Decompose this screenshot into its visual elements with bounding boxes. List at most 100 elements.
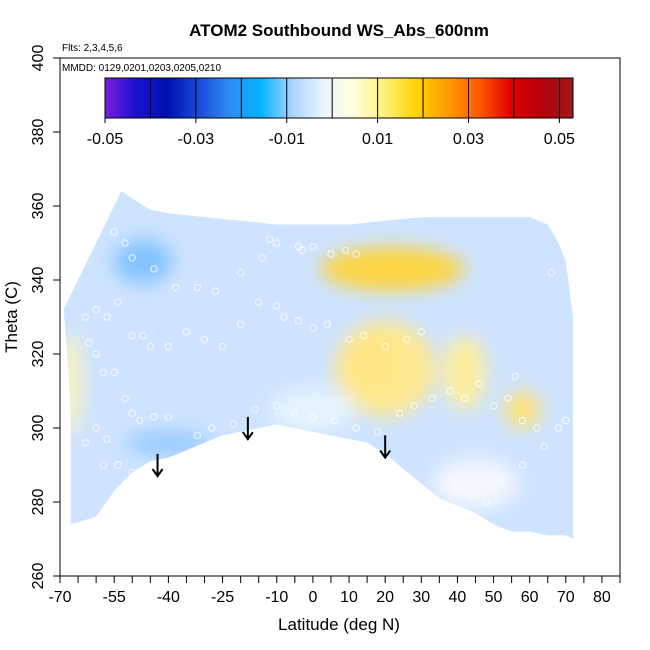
x-tick-label: 10 — [340, 589, 358, 606]
data-point — [81, 313, 89, 321]
colorbar-tick-label: 0.01 — [362, 131, 393, 148]
data-point — [327, 250, 335, 258]
data-point — [352, 424, 360, 432]
data-point — [150, 413, 158, 421]
feature-right-mid-high — [442, 335, 487, 410]
x-axis: -70 -55 -40 -25 -10 0 10 20 30 40 50 60 70 80 — [48, 576, 621, 606]
data-point — [236, 268, 245, 277]
data-point — [114, 298, 122, 306]
data-point — [562, 246, 570, 255]
data-point — [518, 416, 527, 425]
data-point — [291, 409, 299, 417]
feature-left-bottom-low — [125, 431, 212, 454]
colorbar-tick-label: -0.03 — [178, 131, 215, 148]
data-point — [193, 283, 201, 292]
feature-left-edge-high — [63, 331, 82, 436]
arrow-head — [379, 450, 391, 460]
data-point — [103, 313, 111, 321]
arrow-head — [151, 468, 164, 478]
y-tick-label: 300 — [30, 415, 47, 442]
heatmap-region — [63, 191, 573, 539]
y-tick-label: 360 — [30, 193, 47, 220]
feature-upper-right-high — [320, 246, 465, 292]
data-point — [218, 342, 227, 351]
data-point — [381, 342, 389, 351]
data-point — [128, 254, 136, 262]
x-tick-label: 80 — [593, 589, 611, 606]
data-point — [497, 476, 505, 484]
data-point — [110, 228, 118, 236]
data-point — [200, 335, 209, 343]
x-tick-label: -55 — [103, 589, 126, 606]
dates-note: MMDD: 0129,0201,0203,0205,0210 — [62, 63, 221, 74]
x-tick-label: 20 — [376, 589, 394, 606]
feature-lower-right-light — [432, 457, 519, 510]
x-tick-label: -70 — [48, 589, 71, 606]
data-point — [323, 320, 332, 329]
x-tick-label: -25 — [211, 589, 234, 606]
data-point — [182, 328, 191, 336]
annotation-arrows — [151, 416, 391, 478]
data-point — [453, 483, 462, 491]
y-tick-label: 280 — [30, 489, 47, 516]
data-point — [533, 424, 541, 432]
y-tick-label: 380 — [30, 119, 47, 146]
colorbar-tick-label: 0.03 — [453, 131, 484, 148]
x-axis-label: Latitude (deg N) — [278, 615, 400, 634]
data-point — [330, 416, 339, 425]
flights-note: Flts: 2,3,4,5,6 — [62, 43, 123, 54]
data-point — [135, 416, 144, 425]
data-point — [446, 387, 454, 395]
data-point — [298, 246, 306, 255]
data-point — [294, 317, 303, 325]
data-point — [164, 413, 173, 421]
data-point — [103, 435, 111, 443]
data-point — [482, 498, 491, 506]
data-point — [164, 342, 173, 351]
arrow-head — [242, 431, 254, 441]
x-tick-label: 30 — [412, 589, 430, 606]
data-point — [374, 428, 382, 436]
colorbar-bar — [104, 77, 574, 119]
colorbar-tick-label: 0.05 — [544, 131, 575, 148]
data-point — [395, 409, 404, 417]
data-point — [146, 342, 155, 351]
data-point — [309, 324, 317, 332]
feature-lower-mid-light — [269, 387, 357, 432]
x-tick-label: 40 — [449, 589, 467, 606]
data-point — [428, 394, 436, 403]
y-axis: 260 280 300 320 340 360 380 400 — [30, 45, 60, 590]
data-point — [121, 239, 129, 247]
data-point — [128, 409, 136, 417]
data-point — [114, 461, 122, 469]
data-point — [92, 350, 100, 358]
feature-right-edge-high — [504, 391, 541, 428]
chart-title: ATOM2 Southbound WS_Abs_600nm — [189, 21, 489, 40]
feature-upper-left-low — [114, 239, 172, 284]
colorbar: -0.05 -0.03 -0.01 0.01 0.03 0.05 — [87, 77, 575, 148]
data-point — [143, 476, 151, 484]
y-tick-label: 260 — [30, 563, 47, 590]
data-point — [229, 420, 238, 428]
y-axis-label: Theta (C) — [2, 281, 21, 353]
data-point — [359, 331, 368, 340]
data-point — [92, 305, 100, 314]
data-point — [511, 372, 519, 380]
data-point — [92, 424, 100, 432]
data-point — [540, 442, 548, 451]
data-point — [99, 461, 108, 469]
data-point — [273, 239, 281, 247]
data-point — [475, 379, 483, 388]
y-tick-label: 400 — [30, 45, 47, 72]
data-point — [128, 468, 136, 477]
data-point — [489, 402, 498, 410]
data-point — [504, 394, 512, 403]
data-points — [81, 228, 570, 506]
data-point — [554, 424, 563, 432]
data-point — [273, 402, 281, 410]
data-point — [547, 268, 556, 277]
y-tick-label: 340 — [30, 267, 47, 294]
data-point — [236, 320, 245, 329]
data-point — [208, 424, 216, 432]
